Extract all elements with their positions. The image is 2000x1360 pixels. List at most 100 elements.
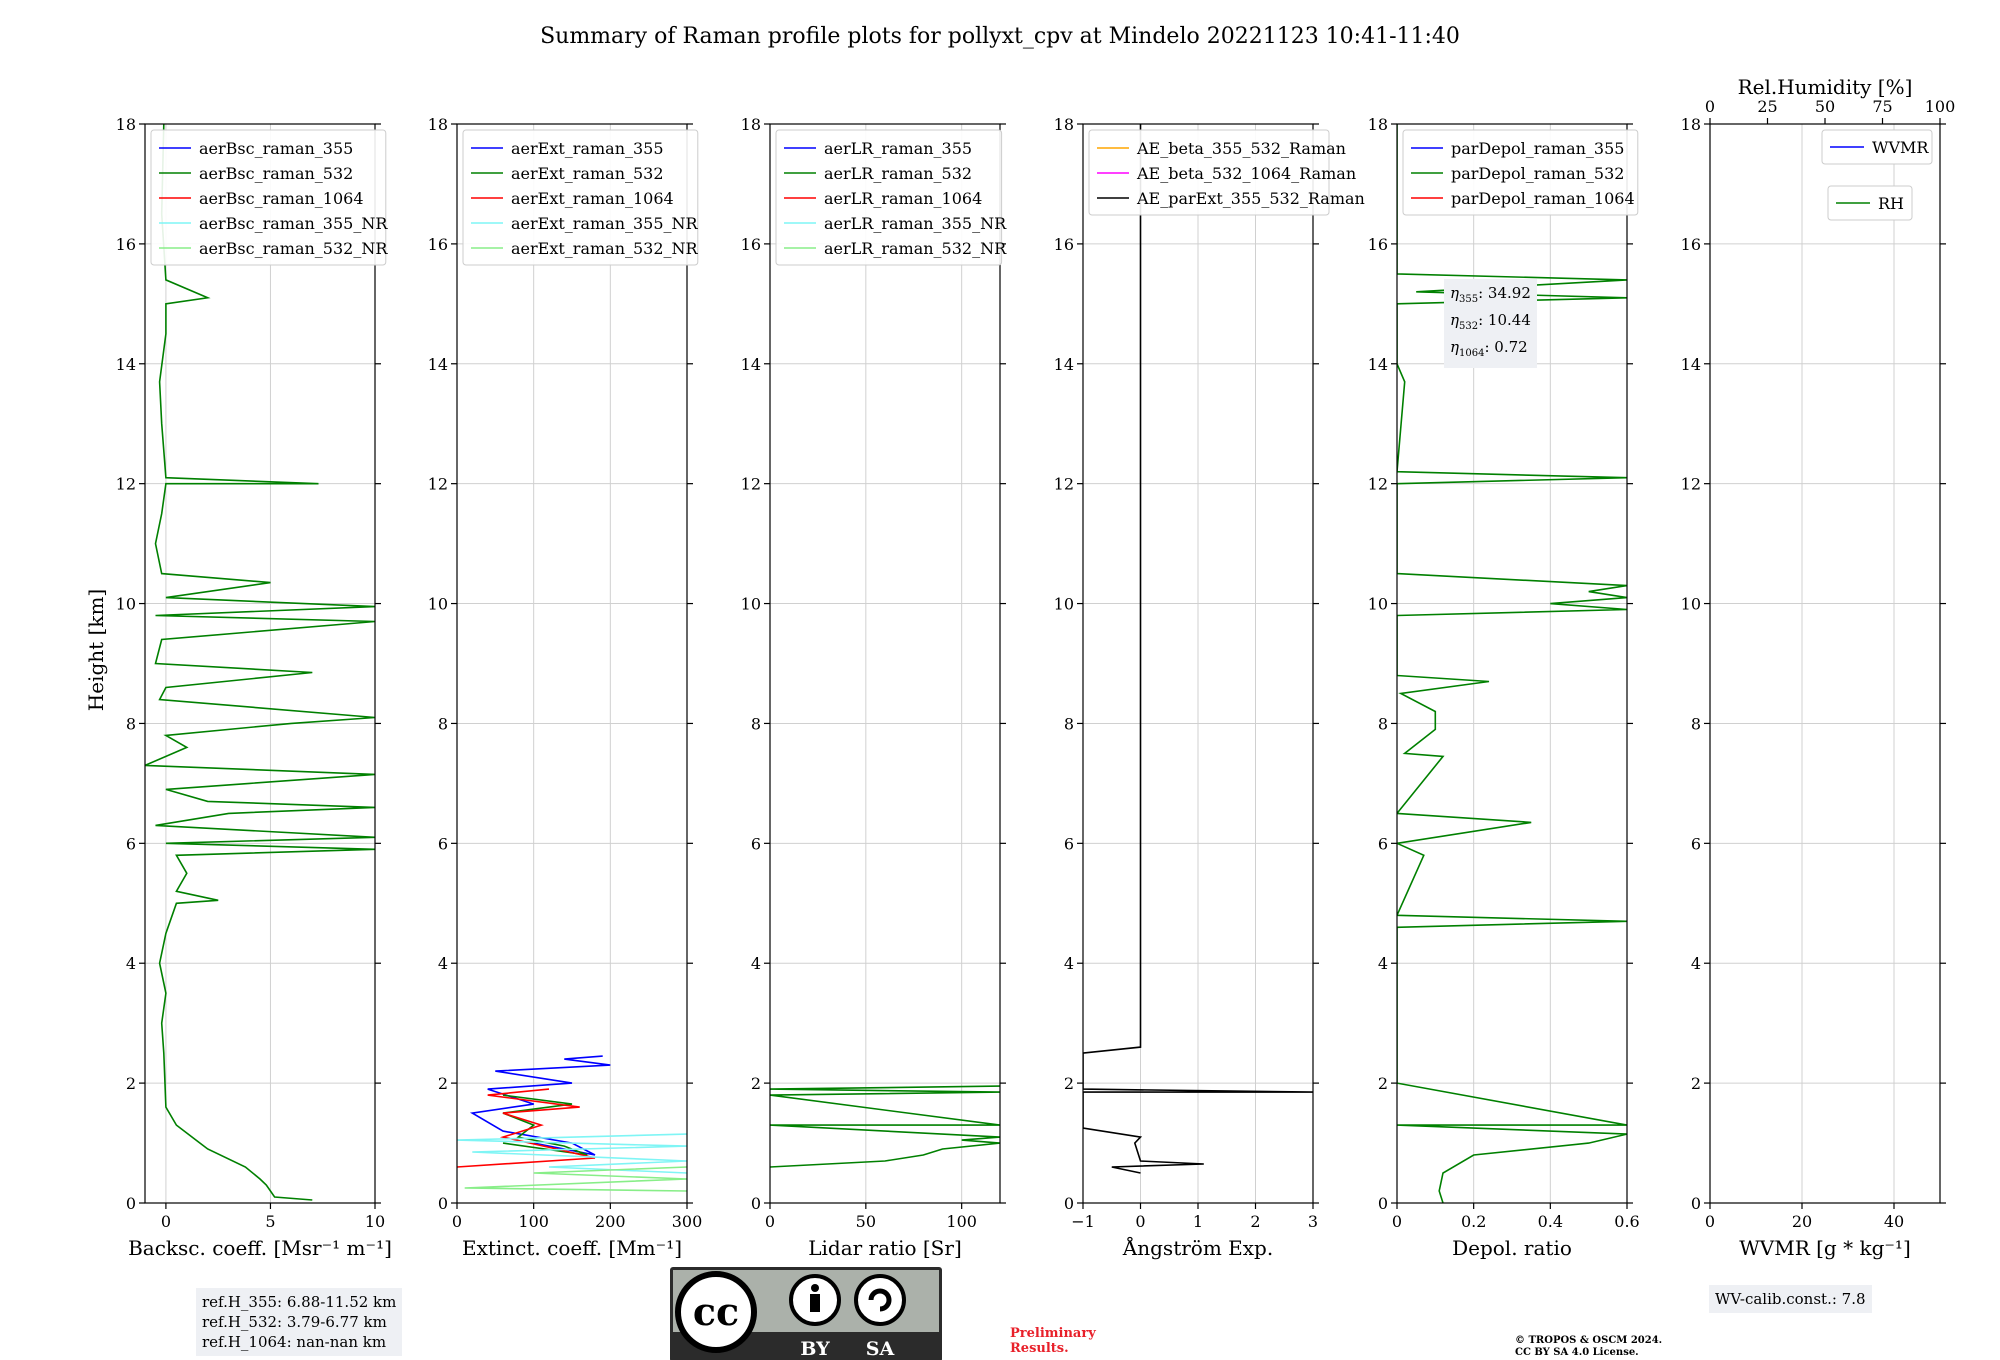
y-tick-label: 12 [1681,475,1701,494]
y-tick-label: 12 [741,475,761,494]
y-tick-label: 16 [116,235,136,254]
y-tick-label: 0 [126,1194,136,1213]
y-tick-label: 16 [741,235,761,254]
panel-5: 0 2 4 6 8 10 12 14 16 18 0 0.2 0.4 0.6 Depol. ratio par… [1368,115,1640,1260]
y-tick-label: 0 [1378,1194,1388,1213]
ref-h-532: ref.H_532: 3.79-6.77 km [202,1313,387,1331]
legend-entry: aerExt_raman_1064 [511,189,674,208]
y-tick-label: 6 [1064,834,1074,853]
y-tick-label: 0 [751,1194,761,1213]
eta-355: η355: 34.92 [1450,284,1531,305]
cc-text: cc [693,1289,739,1334]
y-tick-label: 2 [1378,1074,1388,1093]
top-x-tick-label: 25 [1757,97,1777,116]
y-tick-label: 18 [1681,115,1701,134]
legend-entry: RH [1878,194,1904,213]
y-tick-label: 0 [1064,1194,1074,1213]
y-tick-label: 12 [1054,475,1074,494]
axes-frame [456,123,688,1204]
y-tick-label: 4 [126,954,136,973]
legend: WVMR RH [1821,129,1933,221]
y-tick-label: 8 [1691,714,1701,733]
y-tick-label: 8 [1064,714,1074,733]
y-tick-label: 18 [741,115,761,134]
y-tick-label: 12 [428,475,448,494]
x-axis-label: Lidar ratio [Sr] [808,1236,962,1260]
legend-entry: aerExt_raman_355 [511,139,664,158]
y-tick-label: 18 [116,115,136,134]
y-tick-label: 16 [1681,235,1701,254]
top-x-axis-label: Rel.Humidity [%] [1738,75,1913,99]
legend-entry: aerBsc_raman_355 [199,139,353,158]
x-tick-label: 0.2 [1461,1212,1486,1231]
cc-license-badge[interactable]: cc BY SA [670,1267,942,1360]
y-tick-label: 16 [428,235,448,254]
series-line-aerExt_raman_355 [469,1055,611,1156]
x-tick-label: 50 [856,1212,876,1231]
legend-entry: aerExt_raman_355_NR [511,214,699,233]
y-tick-label: 4 [438,954,448,973]
x-tick-label: 2 [1250,1212,1260,1231]
x-tick-label: 0 [452,1212,462,1231]
y-tick-label: 6 [1691,834,1701,853]
x-axis-label: Depol. ratio [1452,1236,1572,1260]
y-tick-label: 14 [116,355,136,374]
y-tick-label: 2 [126,1074,136,1093]
y-tick-label: 16 [1054,235,1074,254]
legend-entry: parDepol_raman_532 [1451,164,1624,183]
y-tick-label: 14 [1681,355,1701,374]
y-tick-label: 0 [1691,1194,1701,1213]
y-tick-label: 6 [438,834,448,853]
y-tick-label: 4 [1691,954,1701,973]
y-tick-label: 4 [1378,954,1388,973]
y-tick-label: 8 [126,714,136,733]
legend-entry: AE_beta_532_1064_Raman [1136,164,1356,183]
y-tick-label: 14 [1054,355,1074,374]
panel-2: 0 2 4 6 8 10 12 14 16 18 0 100 200 300 Extinct. coeff.… [428,115,703,1260]
x-tick-label: 100 [946,1212,977,1231]
wv-calib-box: WV-calib.const.: 7.8 [1709,1285,1872,1313]
series-line-aerExt_raman_1064 [457,1088,596,1168]
y-tick-label: 0 [438,1194,448,1213]
x-tick-label: 0 [1705,1212,1715,1231]
legend: parDepol_raman_355 parDepol_raman_532 parD… [1402,129,1639,216]
ref-h-1064: ref.H_1064: nan-nan km [202,1333,387,1351]
top-x-tick-label: 100 [1925,97,1956,116]
y-tick-label: 2 [751,1074,761,1093]
y-tick-label: 16 [1368,235,1388,254]
x-tick-label: 200 [595,1212,626,1231]
x-tick-label: 10 [365,1212,385,1231]
x-tick-label: 0 [1135,1212,1145,1231]
y-tick-label: 10 [741,595,761,614]
legend: aerBsc_raman_355 aerBsc_raman_532 aerBsc_r… [150,129,388,266]
y-tick-label: 12 [116,475,136,494]
y-tick-label: 8 [751,714,761,733]
panel-1: 0 2 4 6 8 10 12 14 16 18 0 5 10 Backsc. coeff. [Msr⁻¹… [116,115,392,1260]
y-tick-label: 18 [1054,115,1074,134]
x-axis-label: Extinct. coeff. [Mm⁻¹] [462,1236,682,1260]
sa-label: SA [866,1338,895,1360]
y-tick-label: 4 [751,954,761,973]
legend-entry: aerBsc_raman_532 [199,164,353,183]
x-tick-label: 100 [518,1212,549,1231]
x-tick-label: 0.6 [1614,1212,1639,1231]
y-tick-label: 10 [1681,595,1701,614]
figure-title: Summary of Raman profile plots for polly… [540,24,1460,49]
x-axis-label: Backsc. coeff. [Msr⁻¹ m⁻¹] [128,1236,392,1260]
cc-icon [675,1271,757,1353]
legend-entry: parDepol_raman_1064 [1451,189,1635,208]
axes-frame [769,123,1001,1204]
y-tick-label: 6 [126,834,136,853]
x-tick-label: 0 [765,1212,775,1231]
y-tick-label: 18 [1368,115,1388,134]
y-tick-label: 12 [1368,475,1388,494]
ref-h-355: ref.H_355: 6.88-11.52 km [202,1293,397,1311]
copyright-line-2: CC BY SA 4.0 License. [1515,1347,1639,1358]
legend-entry: aerLR_raman_1064 [824,189,982,208]
legend-entry: AE_beta_355_532_Raman [1136,139,1346,158]
legend-entry: aerLR_raman_532_NR [824,239,1007,258]
x-tick-label: 3 [1308,1212,1318,1231]
